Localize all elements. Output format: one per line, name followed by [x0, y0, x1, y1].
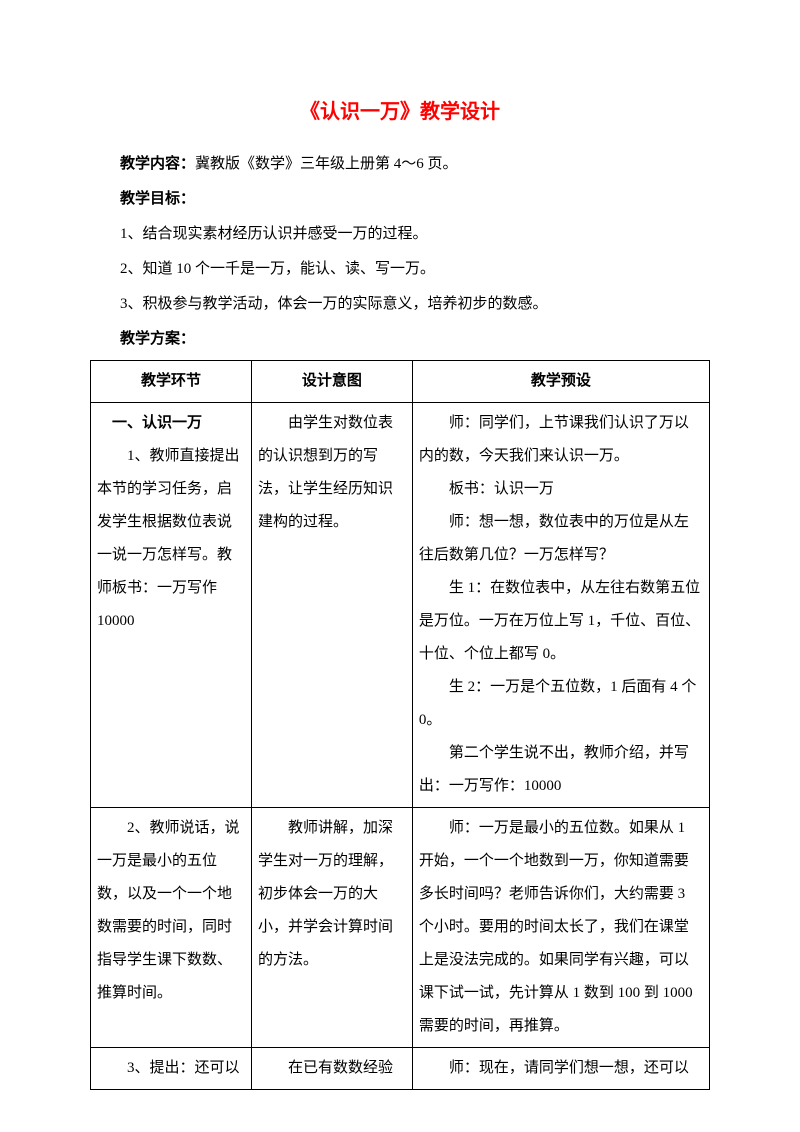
- content-label: 教学内容：: [120, 156, 195, 172]
- cell-line: 教师讲解，加深学生对一万的理解，初步体会一万的大小，并学会计算时间的方法。: [258, 812, 406, 977]
- table-row: 2、教师说话，说一万是最小的五位数，以及一个一个地数需要的时间，同时指导学生课下…: [91, 808, 710, 1048]
- cell-line: 师：一万是最小的五位数。如果从 1 开始，一个一个地数到一万，你知道需要多长时间…: [419, 812, 703, 1043]
- goal-item: 2、知道 10 个一千是一万，能认、读、写一万。: [90, 253, 710, 286]
- table-row: 一、认识一万 1、教师直接提出本节的学习任务，启发学生根据数位表说一说一万怎样写…: [91, 403, 710, 808]
- cell-line: 师：现在，请同学们想一想，还可以: [419, 1052, 703, 1085]
- cell-line: 师：同学们，上节课我们认识了万以内的数，今天我们来认识一万。: [419, 407, 703, 473]
- plan-label: 教学方案：: [90, 323, 710, 356]
- goal-item: 1、结合现实素材经历认识并感受一万的过程。: [90, 218, 710, 251]
- content-text: 冀教版《数学》三年级上册第 4～6 页。: [195, 156, 458, 172]
- cell-intent: 在已有数数经验: [251, 1048, 412, 1090]
- table-header-row: 教学环节 设计意图 教学预设: [91, 361, 710, 403]
- cell-line: 师：想一想，数位表中的万位是从左往后数第几位？一万怎样写？: [419, 506, 703, 572]
- col-header-2: 设计意图: [251, 361, 412, 403]
- goal-item: 3、积极参与教学活动，体会一万的实际意义，培养初步的数感。: [90, 288, 710, 321]
- content-line: 教学内容：冀教版《数学》三年级上册第 4～6 页。: [90, 148, 710, 181]
- cell-line: 3、提出：还可以: [97, 1052, 245, 1085]
- cell-line: 一、认识一万: [97, 407, 245, 440]
- page-title: 《认识一万》教学设计: [90, 90, 710, 134]
- goal-label: 教学目标：: [90, 183, 710, 216]
- cell-line: 生 2：一万是个五位数，1 后面有 4 个 0。: [419, 671, 703, 737]
- cell-line: 生 1：在数位表中，从左往右数第五位是万位。一万在万位上写 1，千位、百位、十位…: [419, 572, 703, 671]
- table-row: 3、提出：还可以 在已有数数经验 师：现在，请同学们想一想，还可以: [91, 1048, 710, 1090]
- cell-intent: 教师讲解，加深学生对一万的理解，初步体会一万的大小，并学会计算时间的方法。: [251, 808, 412, 1048]
- cell-line: 第二个学生说不出，教师介绍，并写出：一万写作：10000: [419, 737, 703, 803]
- cell-preset: 师：一万是最小的五位数。如果从 1 开始，一个一个地数到一万，你知道需要多长时间…: [412, 808, 709, 1048]
- col-header-3: 教学预设: [412, 361, 709, 403]
- cell-line: 由学生对数位表的认识想到万的写法，让学生经历知识建构的过程。: [258, 407, 406, 539]
- lesson-table: 教学环节 设计意图 教学预设 一、认识一万 1、教师直接提出本节的学习任务，启发…: [90, 360, 710, 1090]
- cell-preset: 师：同学们，上节课我们认识了万以内的数，今天我们来认识一万。 板书：认识一万 师…: [412, 403, 709, 808]
- cell-stage: 2、教师说话，说一万是最小的五位数，以及一个一个地数需要的时间，同时指导学生课下…: [91, 808, 252, 1048]
- cell-intent: 由学生对数位表的认识想到万的写法，让学生经历知识建构的过程。: [251, 403, 412, 808]
- cell-line: 在已有数数经验: [258, 1052, 406, 1085]
- cell-line: 1、教师直接提出本节的学习任务，启发学生根据数位表说一说一万怎样写。教师板书：一…: [97, 440, 245, 638]
- cell-preset: 师：现在，请同学们想一想，还可以: [412, 1048, 709, 1090]
- cell-stage: 3、提出：还可以: [91, 1048, 252, 1090]
- col-header-1: 教学环节: [91, 361, 252, 403]
- cell-stage: 一、认识一万 1、教师直接提出本节的学习任务，启发学生根据数位表说一说一万怎样写…: [91, 403, 252, 808]
- cell-line: 板书：认识一万: [419, 473, 703, 506]
- cell-line: 2、教师说话，说一万是最小的五位数，以及一个一个地数需要的时间，同时指导学生课下…: [97, 812, 245, 1010]
